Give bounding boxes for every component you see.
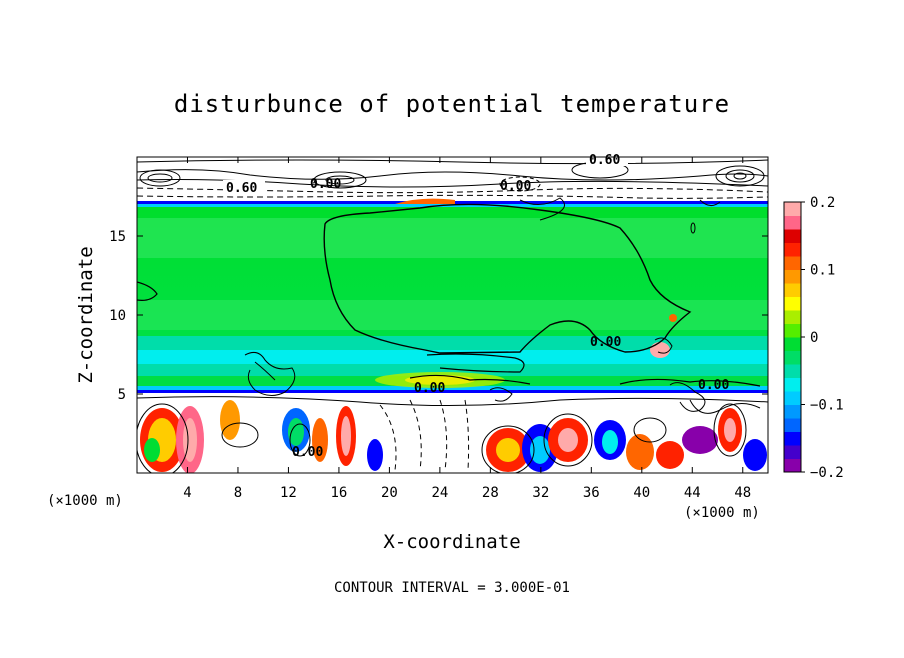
colorbar-swatch (784, 283, 801, 297)
field-blob (656, 441, 684, 469)
field-blob (602, 430, 618, 454)
field-blob (558, 428, 578, 452)
field-blob (682, 426, 718, 454)
colorbar-swatch (784, 377, 801, 392)
colorbar-swatch (784, 458, 801, 473)
contour-label: 0.00 (500, 179, 531, 194)
y-tick-label: 10 (109, 308, 126, 324)
x-tick-label: 44 (684, 485, 701, 501)
field-blob (288, 418, 304, 446)
colorbar (784, 202, 801, 473)
colorbar-swatch (784, 269, 801, 284)
colorbar-tick-label: −0.2 (810, 465, 844, 481)
x-tick-label: 36 (583, 485, 600, 501)
field-band-light-green (137, 300, 768, 330)
field-blob (144, 438, 160, 462)
colorbar-swatch (784, 350, 801, 365)
x-tick-label: 4 (183, 485, 191, 501)
contour-label-bg (586, 152, 628, 166)
y-axis-label: Z-coordinate (75, 246, 97, 383)
contour-label: 0.00 (414, 381, 445, 396)
colorbar-swatch (784, 296, 801, 311)
colorbar-swatch (784, 215, 801, 230)
contour-label: 0.00 (292, 445, 323, 460)
field-band-cyan (137, 336, 768, 350)
lower-contours (137, 337, 768, 473)
field-upper-white (137, 157, 768, 202)
x-axis-label: X-coordinate (383, 531, 520, 553)
colorbar-swatch (784, 445, 801, 459)
colorbar-tick-label: 0 (810, 330, 818, 346)
contour-label: 0.00 (590, 335, 621, 350)
colorbar-tick-label: −0.1 (810, 398, 844, 414)
colorbar-swatch (784, 323, 801, 338)
field-blob (496, 438, 520, 462)
x-tick-label: 12 (280, 485, 297, 501)
x-tick-label: 24 (431, 485, 448, 501)
field-band-cyan (137, 350, 768, 364)
colorbar-tick-label: 0.1 (810, 263, 835, 279)
zero-contour (409, 374, 531, 385)
contour-label: 0.60 (589, 153, 620, 168)
colorbar-swatch (784, 364, 801, 378)
x-tick-label: 8 (234, 485, 242, 501)
plot-area (137, 157, 768, 473)
field-band-cyan (137, 204, 768, 207)
field-blob (743, 439, 767, 471)
field-blob (650, 342, 670, 358)
y-tick-marks (137, 235, 768, 395)
colorbar-swatch (784, 310, 801, 324)
field-blob (530, 436, 550, 464)
field-warm-streak (395, 198, 455, 204)
contour-interval-note: CONTOUR INTERVAL = 3.000E-01 (334, 580, 570, 596)
field-blob (626, 434, 654, 470)
colorbar-tick-labels: 0.2 0.1 0 −0.1 −0.2 (801, 195, 844, 481)
y-tick-label: 5 (118, 387, 126, 403)
field-blob (341, 416, 351, 456)
chart-title: disturbunce of potential temperature (174, 90, 730, 118)
field-blob (312, 418, 328, 462)
colorbar-swatch (784, 242, 801, 257)
colorbar-swatch (784, 229, 801, 243)
x-tick-label: 16 (330, 485, 347, 501)
field-blob (367, 439, 383, 471)
colorbar-swatch (784, 337, 801, 351)
x-unit-right: (×1000 m) (684, 505, 760, 521)
x-tick-label: 28 (482, 485, 499, 501)
field-blob (220, 400, 240, 440)
field-blob (724, 418, 736, 442)
field-band-light-green (137, 218, 768, 258)
y-tick-label: 15 (109, 229, 126, 245)
colorbar-swatch (784, 202, 801, 216)
contour-label: 0.00 (310, 177, 341, 192)
colorbar-swatch (784, 404, 801, 419)
colorbar-swatch (784, 418, 801, 432)
contour-label: 0.60 (226, 181, 257, 196)
zero-contour (619, 378, 761, 387)
field-blob (669, 314, 677, 322)
field-band-blue (137, 386, 768, 390)
x-tick-label: 48 (734, 485, 751, 501)
x-unit-left: (×1000 m) (47, 493, 123, 509)
x-tick-label: 20 (381, 485, 398, 501)
y-tick-labels: 5 10 15 (109, 229, 126, 403)
colorbar-swatch (784, 431, 801, 446)
contour-label-bg (223, 180, 265, 194)
x-tick-label: 32 (532, 485, 549, 501)
colorbar-swatch (784, 391, 801, 405)
zero-contour (137, 281, 158, 301)
field-band-blue (137, 390, 768, 393)
contour-label: 0.00 (698, 378, 729, 393)
zero-contour (426, 353, 525, 373)
x-tick-marks (186, 157, 744, 473)
colorbar-swatch (784, 256, 801, 270)
x-tick-labels: 4 8 12 16 20 24 28 32 36 40 44 48 (183, 485, 751, 501)
zero-contour (323, 203, 692, 354)
colorbar-tick-label: 0.2 (810, 195, 835, 211)
upper-contours (137, 159, 768, 234)
x-tick-label: 40 (633, 485, 650, 501)
